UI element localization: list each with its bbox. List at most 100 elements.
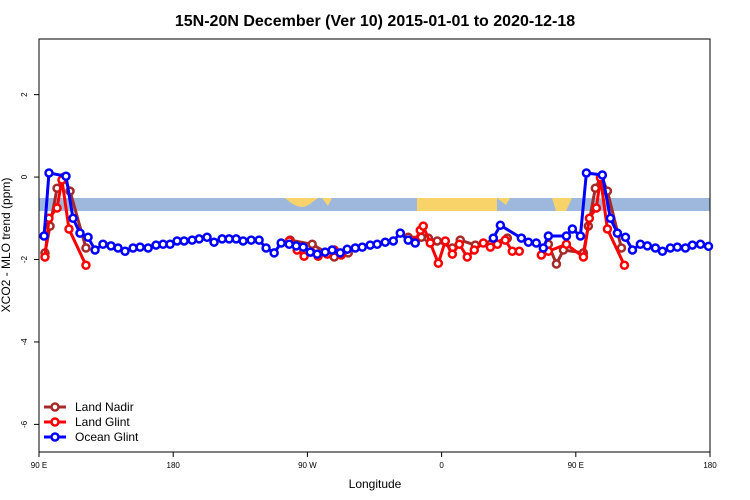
point — [605, 213, 616, 224]
y-tick-label: -4 — [20, 338, 29, 346]
point — [61, 171, 71, 182]
point — [578, 252, 589, 262]
point — [307, 239, 317, 250]
point — [64, 224, 74, 234]
point — [143, 243, 153, 253]
x-tick-label: 0 — [439, 461, 444, 470]
point — [657, 246, 668, 257]
point — [357, 242, 368, 252]
point — [703, 241, 714, 252]
point — [492, 239, 503, 250]
point — [388, 236, 399, 246]
y-tick-label: 0 — [20, 174, 29, 179]
legend-marker — [50, 432, 60, 442]
point — [584, 213, 595, 224]
point — [209, 237, 219, 247]
x-tick-label: 90 W — [298, 461, 317, 470]
point — [447, 249, 458, 259]
y-tick-label: -6 — [20, 420, 29, 428]
legend-marker — [50, 402, 60, 412]
legend-label: Land Nadir — [75, 400, 134, 414]
x-tick-label: 90 E — [31, 461, 47, 470]
point — [620, 232, 631, 243]
point — [581, 168, 592, 178]
point — [538, 243, 549, 253]
map-strip — [39, 198, 710, 211]
y-tick-label: -2 — [20, 255, 29, 263]
point — [612, 228, 623, 238]
legend-label: Land Glint — [75, 415, 130, 429]
point — [83, 232, 93, 243]
point — [165, 239, 175, 250]
legend-marker — [50, 417, 60, 427]
point — [342, 244, 352, 254]
point — [495, 220, 506, 231]
point — [246, 235, 256, 245]
point — [551, 259, 562, 269]
point — [523, 237, 534, 247]
point — [254, 235, 264, 245]
point — [120, 246, 130, 257]
point — [650, 243, 661, 253]
point — [433, 258, 444, 268]
x-tick-label: 180 — [167, 461, 181, 470]
point — [238, 236, 248, 246]
point — [298, 242, 308, 252]
point — [269, 248, 279, 258]
point — [44, 168, 54, 178]
point — [418, 221, 429, 231]
point — [597, 170, 608, 180]
y-tick-label: 2 — [20, 92, 29, 97]
point — [395, 228, 406, 238]
point — [81, 243, 91, 253]
point — [462, 252, 472, 262]
point — [440, 236, 451, 246]
point — [619, 260, 630, 271]
point — [335, 248, 345, 258]
point — [410, 238, 420, 248]
point — [478, 238, 489, 248]
point — [642, 241, 653, 251]
point — [372, 239, 382, 250]
point — [425, 238, 436, 248]
point — [516, 233, 527, 243]
point — [179, 236, 189, 246]
point — [531, 238, 542, 248]
point — [500, 235, 511, 245]
point — [591, 203, 602, 213]
x-tick-label: 90 E — [568, 461, 584, 470]
point — [327, 245, 337, 255]
point — [672, 242, 683, 252]
point — [543, 231, 554, 241]
point — [575, 231, 586, 241]
point — [261, 243, 271, 253]
point — [75, 228, 85, 238]
point — [40, 252, 50, 262]
point — [135, 242, 145, 252]
chart-title: 15N-20N December (Ver 10) 2015-01-01 to … — [175, 13, 575, 30]
point — [68, 213, 78, 224]
point — [561, 239, 572, 250]
point — [380, 237, 390, 247]
point — [202, 232, 212, 243]
point — [627, 245, 638, 255]
point — [454, 239, 465, 250]
x-axis-label: Longitude — [349, 477, 402, 491]
point — [687, 240, 698, 250]
point — [52, 203, 62, 213]
point — [276, 238, 286, 248]
point — [113, 243, 123, 253]
point — [299, 251, 309, 261]
x-tick-label: 180 — [703, 461, 717, 470]
point — [602, 224, 613, 234]
point — [561, 231, 572, 241]
point — [312, 249, 322, 259]
point — [488, 233, 499, 243]
point — [81, 260, 91, 271]
point — [514, 246, 525, 257]
point — [39, 231, 49, 241]
point — [567, 224, 578, 234]
point — [695, 239, 706, 250]
point — [98, 239, 108, 250]
